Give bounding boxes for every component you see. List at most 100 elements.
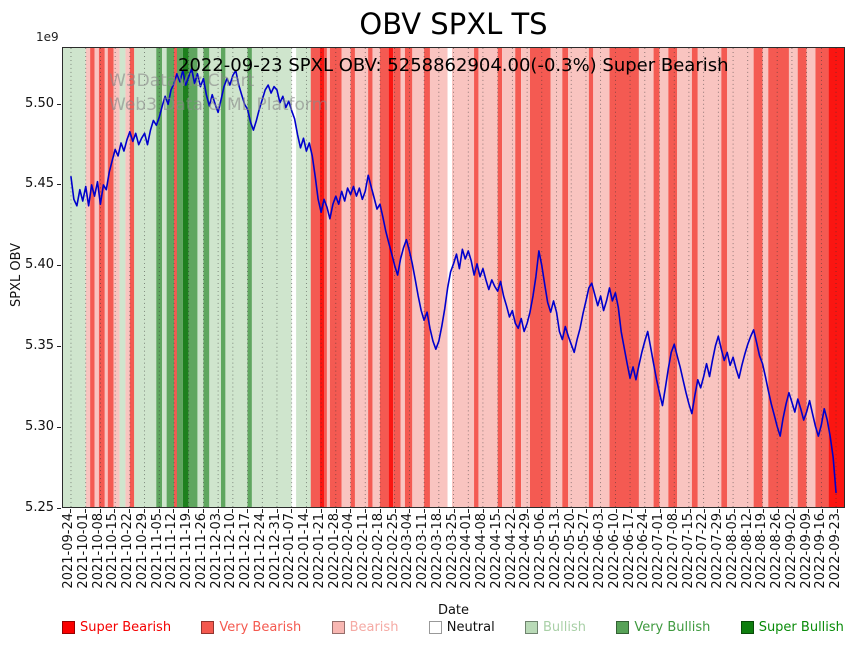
sentiment-band-bearish: [412, 48, 425, 507]
sentiment-band-bullish: [197, 48, 204, 507]
sentiment-band-bearish: [341, 48, 351, 507]
x-tick-mark: [114, 509, 116, 513]
sentiment-band-bearish: [568, 48, 589, 507]
x-tick-label: 2022-09-23: [828, 513, 843, 589]
x-tick-mark: [70, 509, 71, 513]
x-tick-mark: [468, 509, 470, 513]
x-tick-label: 2022-04-08: [474, 513, 489, 589]
x-tick-mark: [556, 509, 558, 513]
sentiment-band-bullish: [119, 48, 126, 507]
x-tick-label: 2022-04-22: [503, 513, 519, 589]
x-tick-mark: [424, 509, 425, 513]
sentiment-band-bearish: [478, 48, 498, 507]
plot-area: W3DataViz Chart Web3 Data & ML Platform: [62, 47, 845, 508]
sentiment-band-very_bearish: [174, 48, 178, 507]
sentiment-band-very_bullish: [247, 48, 252, 507]
sentiment-band-very_bearish: [474, 48, 479, 507]
legend-item-bearish: Bearish: [331, 620, 399, 635]
x-tick-mark: [335, 509, 337, 513]
legend-swatch-bearish: [331, 621, 345, 634]
sentiment-band-very_bearish: [588, 48, 594, 507]
x-tick-mark: [542, 509, 543, 513]
sentiment-band-very_bearish: [668, 48, 678, 507]
sentiment-band-very_bearish: [497, 48, 503, 507]
sentiment-band-very_bearish: [350, 48, 355, 507]
sentiment-band-bearish: [521, 48, 531, 507]
sentiment-band-very_bearish: [329, 48, 342, 507]
legend-item-bullish: Bullish: [525, 620, 586, 635]
x-tick-label: 2022-05-13: [547, 513, 563, 589]
legend-item-neutral: Neutral: [428, 620, 495, 635]
sentiment-band-bullish: [225, 48, 248, 507]
x-tick-label: 2021-10-08: [90, 513, 106, 589]
legend-swatch-very_bearish: [201, 621, 215, 634]
x-tick-mark: [202, 509, 204, 513]
sentiment-band-very_bearish: [90, 48, 95, 507]
x-tick-label: 2022-01-28: [326, 513, 342, 589]
x-tick-label: 2022-07-29: [710, 513, 725, 589]
sentiment-band-bearish: [372, 48, 380, 507]
x-tick-label: 2022-09-09: [798, 513, 814, 589]
legend-swatch-super_bullish: [740, 621, 754, 634]
legend-label-bearish: Bearish: [349, 620, 399, 635]
sentiment-band-very_bearish: [768, 48, 789, 507]
sentiment-band-bearish: [806, 48, 816, 507]
sentiment-band-very_bearish: [721, 48, 728, 507]
obv-line: [70, 68, 837, 494]
x-tick-mark: [792, 509, 794, 513]
x-tick-label: 2022-03-25: [444, 513, 460, 589]
x-tick-label: 2021-12-10: [223, 513, 239, 589]
x-tick-mark: [763, 509, 765, 513]
x-tick-label: 2022-03-11: [415, 513, 430, 589]
sentiment-band-very_bearish: [753, 48, 763, 507]
x-tick-label: 2022-07-08: [665, 513, 681, 589]
x-tick-mark: [409, 509, 411, 513]
x-tick-label: 2022-04-15: [488, 513, 504, 589]
sentiment-band-bearish: [502, 48, 516, 507]
x-tick-mark: [512, 509, 514, 513]
sentiment-band-very_bearish: [379, 48, 389, 507]
sentiment-band-neutral: [291, 48, 297, 507]
x-tick-label: 2022-07-15: [680, 513, 696, 589]
sentiment-band-very_bullish: [176, 48, 183, 507]
sentiment-band-very_bearish: [609, 48, 639, 507]
x-tick-label: 2022-08-26: [769, 513, 784, 589]
sentiment-band-super_bearish: [828, 48, 844, 507]
x-tick-mark: [188, 509, 189, 513]
x-tick-label: 2022-09-16: [813, 513, 829, 589]
x-tick-mark: [719, 509, 720, 513]
sentiment-band-bearish: [104, 48, 108, 507]
x-tick-mark: [497, 509, 499, 513]
x-tick-mark: [822, 509, 824, 513]
legend-swatch-bullish: [525, 621, 539, 634]
y-tick-mark: [57, 265, 61, 267]
x-tick-mark: [438, 509, 440, 513]
sentiment-band-bearish: [125, 48, 130, 507]
legend-label-super_bullish: Super Bullish: [758, 620, 844, 635]
x-tick-label: 2021-12-03: [208, 513, 224, 589]
legend-label-very_bearish: Very Bearish: [219, 620, 302, 635]
legend-swatch-neutral: [428, 621, 442, 634]
sentiment-band-bearish: [94, 48, 99, 507]
legend-label-very_bullish: Very Bullish: [634, 620, 711, 635]
legend-swatch-very_bullish: [616, 621, 630, 634]
sentiment-band-very_bearish: [424, 48, 430, 507]
y-tick-label: 5.40: [25, 257, 54, 273]
x-tick-label: 2021-12-17: [238, 513, 253, 589]
sentiment-band-bullish: [251, 48, 292, 507]
sentiment-band-very_bearish: [310, 48, 320, 507]
sentiment-band-bullish: [209, 48, 222, 507]
x-tick-label: 2021-11-26: [193, 513, 209, 589]
x-tick-label: 2022-03-18: [429, 513, 445, 589]
x-tick-label: 2022-06-03: [592, 513, 607, 589]
legend-item-super_bullish: Super Bullish: [740, 620, 844, 635]
sentiment-band-bearish: [697, 48, 722, 507]
legend-item-very_bullish: Very Bullish: [616, 620, 710, 635]
x-tick-mark: [748, 509, 750, 513]
x-tick-label: 2022-06-17: [621, 513, 637, 589]
x-tick-mark: [778, 509, 779, 513]
chart-title: OBV SPXL TS: [359, 7, 548, 41]
x-tick-mark: [320, 509, 322, 513]
x-tick-label: 2022-02-25: [385, 513, 401, 589]
x-tick-mark: [143, 509, 145, 513]
